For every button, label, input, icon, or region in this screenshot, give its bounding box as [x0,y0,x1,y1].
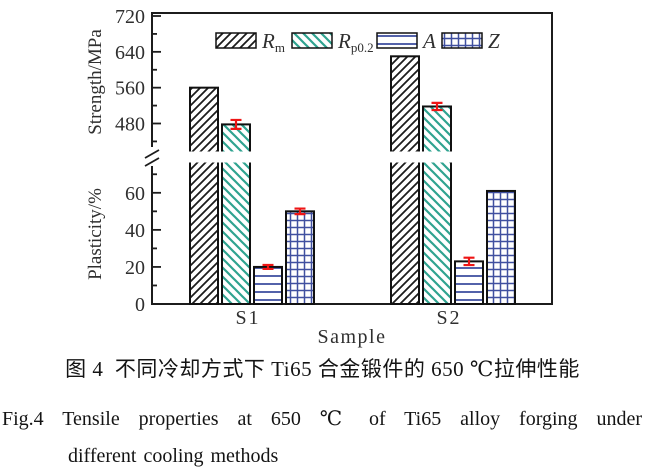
x-tick-label-S2: S2 [436,307,461,329]
y-tick-label: 720 [115,6,145,28]
x-tick-label-S1: S1 [235,307,260,329]
error-bar-A-S2 [463,256,475,267]
error-bar-Rp0.2-S2 [431,101,443,112]
tensile-bar-chart: 480 560 640 720 0 20 40 60 Strength/MPa Plasticit… [85,6,553,348]
axis-break-icon [144,149,160,167]
bar-Rp0.2-S1 [221,123,251,306]
bar-Z-S2 [486,189,516,306]
y-tick-label: 20 [125,257,145,279]
x-axis-label: Sample [318,326,387,348]
y-tick-label: 0 [135,294,145,316]
error-bar-Z-S1 [294,207,306,216]
y-tick-label: 480 [115,114,145,136]
bar-A-S2 [454,260,484,305]
caption-english-line1: Fig.4 Tensile properties at 650 ℃ of Ti6… [2,408,642,430]
y-tick-label: 560 [115,78,145,100]
strength-axis-label: Strength/MPa [85,29,106,135]
legend-label-Rp0.2: Rp0.2 [337,29,374,55]
error-bar-A-S1 [262,263,274,271]
legend-swatch-A [376,32,418,49]
error-bar-Rp0.2-S1 [230,118,242,130]
plasticity-axis-label: Plasticity/% [85,188,106,280]
bar-Z-S1 [285,210,315,305]
axis-break-gap [153,151,551,163]
legend-swatch-Rm [215,32,257,49]
legend-swatch-Rp0.2 [291,32,333,49]
bar-Rm-S1 [189,86,219,305]
y-tick-label: 640 [115,42,145,64]
legend-label-Z: Z [488,29,500,53]
chart-svg: 480 560 640 720 0 20 40 60 Strength/MPa Plasticit… [85,6,553,348]
y-tick-label: 60 [125,183,145,205]
y-tick-label: 40 [125,220,145,242]
bar-Rm-S2 [390,55,420,305]
legend-label-Rm: Rm [261,29,285,55]
legend-swatch-Z [441,32,483,49]
legend-label-A: A [421,29,436,53]
caption-english-line2: different cooling methods [68,445,279,467]
caption-chinese: 图 4 不同冷却方式下 Ti65 合金锻件的 650 ℃拉伸性能 [65,357,580,381]
bar-Rp0.2-S2 [422,105,452,305]
bar-A-S1 [253,265,283,305]
